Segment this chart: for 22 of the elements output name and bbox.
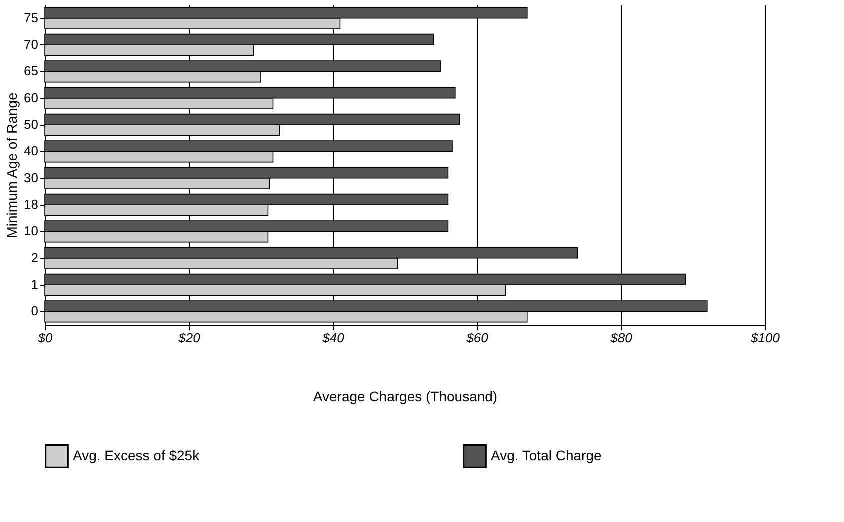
x-tick-label: $80 bbox=[610, 330, 634, 346]
x-tick-label: $0 bbox=[37, 330, 54, 346]
y-tick-label: 60 bbox=[24, 90, 38, 106]
x-axis-title: Average Charges (Thousand) bbox=[313, 388, 498, 404]
y-tick-label: 18 bbox=[24, 197, 38, 212]
y-tick-label: 10 bbox=[24, 224, 38, 239]
y-axis-title: Minimum Age of Range bbox=[4, 92, 20, 238]
y-tick-label: 40 bbox=[24, 144, 38, 159]
x-tick-label: $40 bbox=[322, 330, 346, 346]
y-tick-label: 30 bbox=[24, 170, 38, 186]
y-tick-label: 1 bbox=[31, 277, 38, 292]
y-tick-label: 2 bbox=[31, 250, 38, 266]
y-tick-label: 70 bbox=[24, 37, 38, 52]
y-tick-label: 50 bbox=[24, 117, 38, 132]
y-tick-label: 65 bbox=[24, 64, 38, 79]
x-tick-label: $100 bbox=[750, 330, 781, 346]
x-tick-label: $60 bbox=[466, 330, 490, 346]
x-tick-label: $20 bbox=[178, 330, 202, 346]
legend-label: Avg. Total Charge bbox=[491, 447, 602, 464]
y-tick-label: 75 bbox=[24, 10, 38, 26]
y-tick-label: 0 bbox=[31, 304, 38, 319]
legend-label: Avg. Excess of $25k bbox=[73, 447, 201, 464]
